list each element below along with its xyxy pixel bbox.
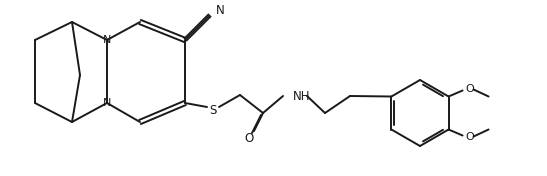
Text: NH: NH xyxy=(293,90,311,102)
Text: S: S xyxy=(210,103,217,117)
Text: N: N xyxy=(216,5,225,17)
Text: O: O xyxy=(465,83,474,93)
Text: O: O xyxy=(465,133,474,143)
Text: N: N xyxy=(103,98,111,108)
Text: O: O xyxy=(245,133,254,146)
Text: N: N xyxy=(103,35,111,45)
